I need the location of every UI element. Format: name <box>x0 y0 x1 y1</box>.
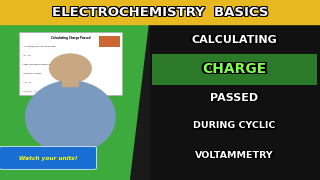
Text: PASSED: PASSED <box>209 94 257 104</box>
Text: CALCULATING: CALCULATING <box>190 33 276 44</box>
Text: VOLTAMMETRY: VOLTAMMETRY <box>194 151 272 160</box>
Text: CALCULATING: CALCULATING <box>190 36 276 46</box>
Text: CALCULATING: CALCULATING <box>192 33 277 44</box>
Text: DURING CYCLIC: DURING CYCLIC <box>195 123 277 132</box>
Text: ELECTROCHEMISTRY  BASICS: ELECTROCHEMISTRY BASICS <box>53 6 269 19</box>
Bar <box>152 54 317 85</box>
Text: Calculating Charge Passed: Calculating Charge Passed <box>51 36 90 40</box>
Text: •As = Js: •As = Js <box>22 81 32 82</box>
Text: VOLTAMMETRY: VOLTAMMETRY <box>194 150 272 159</box>
Text: ELECTROCHEMISTRY  BASICS: ELECTROCHEMISTRY BASICS <box>52 6 268 20</box>
FancyBboxPatch shape <box>19 32 122 95</box>
Text: PASSED: PASSED <box>209 92 257 102</box>
Text: ELECTROCHEMISTRY  BASICS: ELECTROCHEMISTRY BASICS <box>51 6 267 20</box>
FancyBboxPatch shape <box>0 146 97 170</box>
Text: ELECTROCHEMISTRY  BASICS: ELECTROCHEMISTRY BASICS <box>52 6 268 19</box>
Bar <box>99 36 120 47</box>
Text: PASSED: PASSED <box>210 93 259 103</box>
Text: CHARGE: CHARGE <box>201 61 265 75</box>
Text: DURING CYCLIC: DURING CYCLIC <box>192 120 274 129</box>
Text: CHARGE: CHARGE <box>204 63 268 77</box>
Text: DURING CYCLIC: DURING CYCLIC <box>193 122 276 130</box>
Text: VOLTAMMETRY: VOLTAMMETRY <box>197 150 275 159</box>
Ellipse shape <box>50 54 91 83</box>
Text: • Integration of current gives power: • Integration of current gives power <box>22 45 57 46</box>
Bar <box>0 24 149 180</box>
Text: PASSED: PASSED <box>212 93 260 103</box>
Text: ELECTROCHEMISTRY  BASICS: ELECTROCHEMISTRY BASICS <box>53 6 269 20</box>
Text: (P = IV): (P = IV) <box>22 54 31 56</box>
Text: CHARGE: CHARGE <box>204 61 268 75</box>
Text: PASSED: PASSED <box>210 92 259 102</box>
Bar <box>0 0 320 24</box>
Text: DURING CYCLIC: DURING CYCLIC <box>195 120 277 129</box>
Text: CHARGE: CHARGE <box>201 63 265 77</box>
Text: PASSED: PASSED <box>212 92 260 102</box>
Text: CHARGE: CHARGE <box>202 63 267 77</box>
Text: CHARGE: CHARGE <box>202 62 267 76</box>
Text: PASSED: PASSED <box>210 94 259 104</box>
Text: PASSED: PASSED <box>209 93 257 103</box>
Text: ELECTROCHEMISTRY  BASICS: ELECTROCHEMISTRY BASICS <box>51 5 267 18</box>
Text: CALCULATING: CALCULATING <box>190 35 276 45</box>
Bar <box>149 24 320 180</box>
Text: CALCULATING: CALCULATING <box>192 35 277 45</box>
Text: PASSED: PASSED <box>212 94 260 104</box>
Text: CALCULATING: CALCULATING <box>192 36 277 46</box>
Text: VOLTAMMETRY: VOLTAMMETRY <box>197 151 275 160</box>
Text: DURING CYCLIC: DURING CYCLIC <box>193 120 276 129</box>
Polygon shape <box>130 24 149 180</box>
Text: VOLTAMMETRY: VOLTAMMETRY <box>194 152 272 161</box>
Text: CALCULATING: CALCULATING <box>193 36 279 46</box>
Text: ELECTROCHEMISTRY  BASICS: ELECTROCHEMISTRY BASICS <box>51 6 267 19</box>
Text: • Power divided by time gives: • Power divided by time gives <box>22 63 51 64</box>
Text: CHARGE: CHARGE <box>204 62 268 76</box>
Text: DURING CYCLIC: DURING CYCLIC <box>195 122 277 130</box>
Text: CHARGE: CHARGE <box>201 62 265 76</box>
Ellipse shape <box>26 81 115 153</box>
Text: DURING CYCLIC: DURING CYCLIC <box>193 123 276 132</box>
Text: DURING CYCLIC: DURING CYCLIC <box>192 123 274 132</box>
Text: charge (Coulombs): charge (Coulombs) <box>22 72 42 74</box>
Text: ELECTROCHEMISTRY  BASICS: ELECTROCHEMISTRY BASICS <box>53 5 269 18</box>
Text: CHARGE: CHARGE <box>202 61 267 75</box>
Bar <box>62 72 78 86</box>
Text: VOLTAMMETRY: VOLTAMMETRY <box>195 152 274 161</box>
Text: VOLTAMMETRY: VOLTAMMETRY <box>197 152 275 161</box>
Text: ELECTROCHEMISTRY  BASICS: ELECTROCHEMISTRY BASICS <box>52 5 268 18</box>
Text: CALCULATING: CALCULATING <box>193 33 279 44</box>
Text: VOLTAMMETRY: VOLTAMMETRY <box>195 150 274 159</box>
Text: VOLTAMMETRY: VOLTAMMETRY <box>195 151 274 160</box>
Text: Watch your units!: Watch your units! <box>19 156 77 161</box>
Text: •Js / (V/s) = C: •Js / (V/s) = C <box>22 90 37 92</box>
Text: DURING CYCLIC: DURING CYCLIC <box>192 122 274 130</box>
Text: CALCULATING: CALCULATING <box>193 35 279 45</box>
